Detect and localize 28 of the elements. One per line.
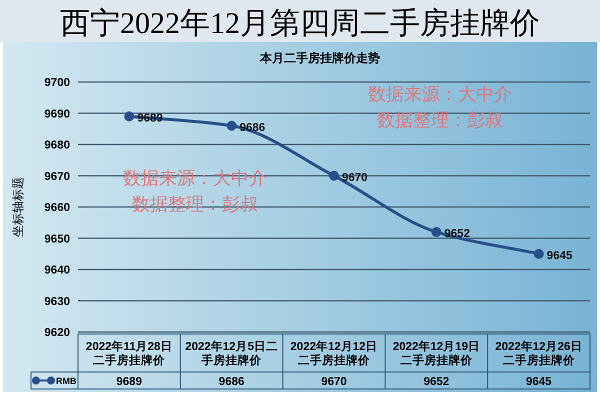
x-tick-label: 2022年12月26日二手房挂牌价 [495,341,582,367]
x-tick-label: 2022年11月28日二手房挂牌价 [86,341,172,367]
y-tick-label: 9630 [44,296,70,308]
y-tick-label: 9690 [44,108,70,120]
x-tick-label: 2022年12月19日二手房挂牌价 [392,341,480,367]
chart-title: 西宁2022年12月第四周二手房挂牌价 [60,7,540,40]
annotation: 数据整理：彭叔 [377,110,503,130]
chart-subtitle: 本月二手房挂牌价走势 [259,51,380,65]
x-tick-label: 2022年12月12日二手房挂牌价 [290,341,378,367]
data-label: 9652 [424,376,450,388]
y-axis-title: 坐标轴标题 [11,177,25,237]
y-tick-label: 9700 [44,77,70,89]
data-label: 9670 [321,376,347,388]
y-tick-label: 9650 [44,233,70,246]
y-tick-label: 9680 [44,140,70,152]
data-label: 9689 [116,376,142,388]
legend-label: RMB [56,376,76,386]
x-tick-label: 2022年12月5日二手房挂牌价 [185,341,278,367]
y-tick-label: 9670 [44,170,70,183]
data-label: 9645 [526,376,552,388]
annotation: 数据来源：大中介 [368,84,512,104]
point-annotation: 9645 [546,250,572,262]
point-annotation: 9652 [444,228,470,240]
y-tick-label: 9640 [44,264,70,276]
y-tick-label: 9620 [44,327,70,339]
point-annotation: 9686 [240,122,266,134]
y-tick-label: 9660 [44,202,70,214]
data-label: 9686 [218,376,244,388]
